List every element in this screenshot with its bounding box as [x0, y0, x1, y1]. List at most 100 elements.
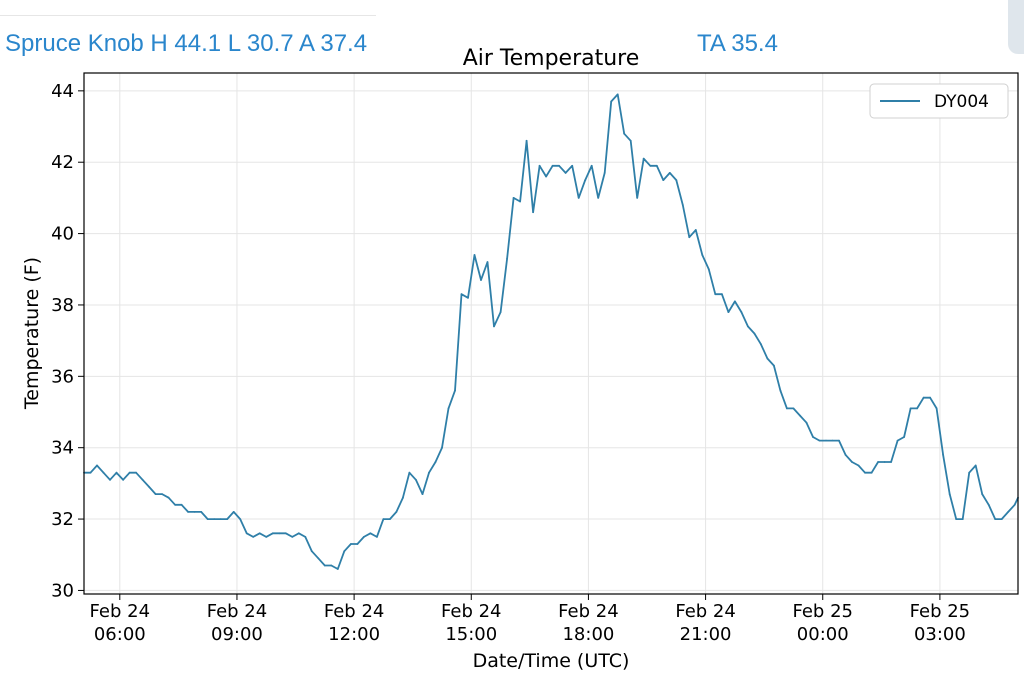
data-point	[779, 389, 782, 392]
data-point	[506, 257, 508, 260]
data-point	[649, 164, 652, 167]
data-point	[330, 564, 333, 567]
data-point	[955, 518, 958, 520]
data-point	[753, 332, 756, 335]
x-tick-date: Feb 25	[910, 601, 971, 622]
data-point	[317, 557, 320, 560]
data-point	[343, 550, 346, 553]
y-tick: 36	[51, 366, 74, 387]
data-point	[564, 172, 567, 174]
data-point	[245, 532, 248, 535]
data-point	[441, 446, 443, 449]
data-point	[389, 518, 391, 520]
y-tick-label: 30	[51, 580, 74, 601]
y-tick: 42	[51, 152, 74, 173]
x-tick-date: Feb 24	[90, 601, 151, 622]
data-point	[610, 100, 613, 103]
data-point	[154, 493, 157, 495]
data-point	[161, 493, 164, 495]
data-point	[395, 511, 398, 513]
data-point	[994, 518, 997, 520]
data-point	[786, 407, 788, 410]
data-point	[538, 164, 541, 167]
y-tick: 40	[51, 224, 74, 245]
data-point	[812, 436, 814, 438]
x-tick-date: Feb 24	[441, 601, 502, 622]
data-point	[382, 518, 385, 520]
data-point	[447, 407, 450, 410]
data-point	[291, 536, 294, 538]
data-point	[929, 396, 931, 399]
data-point	[760, 343, 762, 346]
data-point	[109, 478, 111, 481]
data-point	[968, 471, 971, 474]
data-point	[603, 172, 606, 174]
data-point	[532, 211, 534, 214]
data-point	[987, 503, 990, 506]
corner-tab	[1008, 0, 1024, 54]
data-point	[864, 471, 866, 474]
data-point	[740, 311, 743, 313]
data-point	[948, 493, 951, 495]
data-point	[727, 311, 730, 313]
data-point	[512, 197, 515, 199]
data-point	[851, 461, 853, 463]
data-point	[1013, 503, 1016, 506]
y-tick: 32	[51, 509, 74, 530]
data-point	[545, 175, 547, 178]
data-point	[577, 197, 580, 199]
data-point	[571, 164, 574, 167]
data-point	[838, 439, 840, 442]
data-point	[148, 486, 151, 488]
data-point	[734, 300, 736, 303]
data-point	[96, 464, 98, 467]
data-point	[747, 325, 749, 328]
data-point	[193, 511, 196, 513]
x-tick-time: 00:00	[797, 624, 849, 645]
y-tick: 34	[51, 438, 74, 459]
data-point	[831, 439, 834, 442]
data-point	[981, 493, 984, 495]
x-axis-label: Date/Time (UTC)	[473, 650, 630, 672]
data-point	[974, 464, 977, 467]
plot-area	[84, 73, 1018, 594]
data-point	[226, 518, 229, 520]
data-point	[883, 461, 886, 463]
data-point	[942, 453, 944, 456]
top-divider	[0, 15, 376, 16]
x-tick-time: 15:00	[445, 624, 497, 645]
data-point	[857, 464, 860, 467]
data-point	[480, 279, 482, 281]
data-point	[356, 543, 359, 545]
data-point	[174, 503, 177, 506]
data-point	[558, 164, 560, 167]
x-tick-date: Feb 24	[558, 601, 619, 622]
data-point	[584, 179, 587, 182]
data-point	[961, 518, 964, 520]
data-point	[694, 229, 697, 231]
data-point	[903, 436, 905, 438]
data-point	[916, 407, 918, 410]
data-point	[428, 471, 430, 474]
data-point	[935, 407, 938, 410]
plot-frame	[83, 72, 1019, 595]
data-point	[799, 414, 801, 417]
data-point	[239, 518, 242, 520]
data-point	[408, 471, 411, 474]
y-tick: 30	[51, 580, 74, 601]
data-point	[115, 471, 118, 474]
data-point	[376, 536, 378, 538]
data-point	[213, 518, 216, 520]
data-point	[818, 439, 821, 442]
x-tick-time: 21:00	[680, 624, 732, 645]
legend-label: DY004	[934, 92, 989, 112]
data-point	[402, 496, 404, 499]
data-point	[636, 197, 639, 199]
